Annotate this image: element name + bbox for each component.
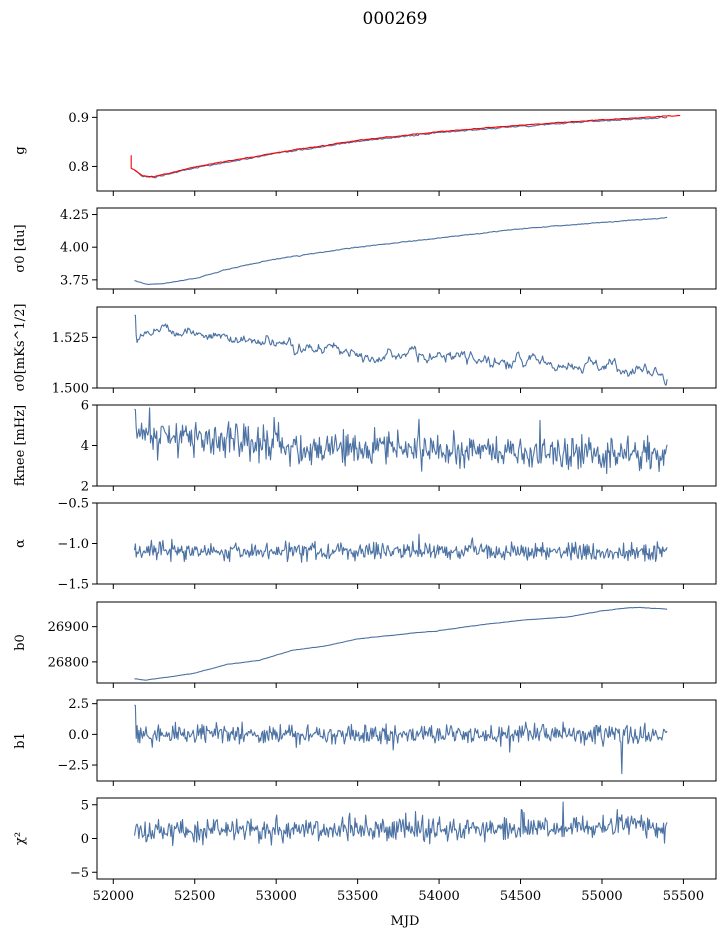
- panel-fknee: 2 4 6 fknee [mHz]: [13, 399, 717, 495]
- y-tick-label-sigma0-mks-0: 1.500: [52, 382, 89, 397]
- axes-frame-b0: [96, 601, 717, 684]
- y-tick-label-b1-2: 2.5: [68, 697, 89, 712]
- y-tick-label-alpha-2: −0.5: [57, 497, 89, 512]
- y-axis-label-chi2: χ²: [13, 832, 28, 845]
- x-tick-label-0: 52000: [93, 889, 134, 904]
- y-tick-label-b0-1: 26900: [48, 620, 89, 635]
- y-tick-label-g-0: 0.8: [68, 160, 89, 175]
- series-line-b1-0: [134, 704, 668, 775]
- y-axis-label-sigma0-mks: σ0[mKs^1/2]: [13, 304, 28, 392]
- panel-chi2: −5 0 5 χ²: [13, 797, 717, 884]
- y-tick-label-alpha-0: −1.5: [57, 578, 89, 593]
- series-line-alpha-0: [133, 533, 668, 563]
- y-tick-label-sigma0-du-1: 4.00: [60, 241, 89, 256]
- panel-g: 0.8 0.9 g: [13, 109, 717, 196]
- axes-frame-sigma0-du: [96, 207, 717, 290]
- series-line-fknee-0: [134, 407, 668, 475]
- x-tick-label-7: 55500: [663, 889, 704, 904]
- y-tick-label-sigma0-du-2: 4.25: [60, 208, 89, 223]
- y-axis-label-alpha: α: [13, 539, 28, 548]
- y-tick-label-sigma0-mks-1: 1.525: [52, 331, 89, 346]
- series-line-sigma0-mks-0: [134, 314, 668, 386]
- y-axis-label-fknee: fknee [mHz]: [13, 405, 28, 486]
- panel-b1: −2.5 0.0 2.5 b1: [13, 697, 717, 786]
- panel-sigma0-mks: 1.500 1.525 σ0[mKs^1/2]: [13, 304, 717, 397]
- y-tick-label-sigma0-du-0: 3.75: [60, 273, 89, 288]
- panels-group: 0.8 0.9 g 3.75 4.00 4.25 σ0 [du] 1.500 1.525 σ0[m…: [13, 109, 717, 904]
- x-tick-label-4: 54000: [418, 889, 459, 904]
- y-tick-label-fknee-2: 6: [81, 399, 89, 414]
- axes-frame-b1: [96, 699, 717, 782]
- axes-frame-sigma0-mks: [96, 306, 717, 389]
- series-line-g-0: [134, 115, 668, 179]
- y-axis-label-b0: b0: [13, 634, 28, 651]
- y-axis-label-sigma0-du: σ0 [du]: [13, 224, 28, 272]
- series-line-g-1: [130, 114, 681, 178]
- y-tick-label-chi2-1: 0: [81, 832, 89, 847]
- y-axis-label-b1: b1: [13, 732, 28, 749]
- figure-title: 000269: [363, 9, 428, 29]
- x-tick-label-2: 53000: [256, 889, 297, 904]
- y-tick-label-fknee-0: 2: [81, 480, 89, 495]
- axes-frame-chi2: [96, 797, 717, 880]
- panel-sigma0-du: 3.75 4.00 4.25 σ0 [du]: [13, 207, 717, 294]
- series-line-sigma0-du-0: [134, 216, 668, 286]
- y-tick-label-b1-0: −2.5: [57, 759, 89, 774]
- y-tick-label-chi2-0: −5: [70, 866, 89, 881]
- y-tick-label-g-1: 0.9: [68, 111, 89, 126]
- panel-alpha: −1.5 −1.0 −0.5 α: [13, 497, 717, 593]
- series-line-chi2-0: [133, 801, 668, 847]
- x-tick-label-6: 55000: [581, 889, 622, 904]
- panel-b0: 26800 26900 b0: [13, 601, 717, 688]
- x-tick-label-5: 54500: [500, 889, 541, 904]
- y-tick-label-fknee-1: 4: [81, 439, 89, 454]
- y-tick-label-b1-1: 0.0: [68, 728, 89, 743]
- y-axis-label-g: g: [13, 146, 28, 154]
- x-tick-label-3: 53500: [337, 889, 378, 904]
- axes-frame-g: [96, 109, 717, 192]
- y-tick-label-alpha-1: −1.0: [57, 537, 89, 552]
- x-axis-label: MJD: [391, 914, 420, 929]
- y-tick-label-chi2-2: 5: [81, 798, 89, 813]
- x-tick-label-1: 52500: [174, 889, 215, 904]
- series-line-b0-0: [134, 606, 668, 681]
- y-tick-label-b0-0: 26800: [48, 655, 89, 670]
